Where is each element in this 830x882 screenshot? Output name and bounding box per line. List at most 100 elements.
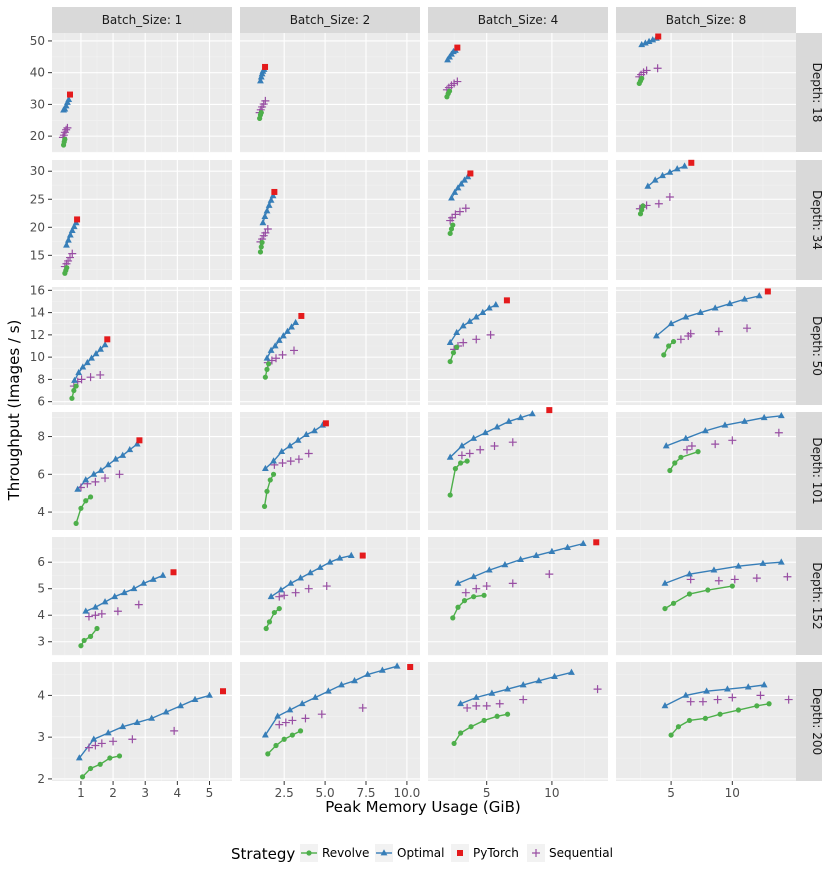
revolve-point — [686, 717, 693, 724]
sequential-point — [713, 695, 722, 704]
y-tick-label: 40 — [30, 66, 45, 80]
optimal-point — [70, 222, 78, 230]
optimal-point — [277, 586, 285, 593]
ticks-layer: 1 2 3 4 5 2.5 5.0 7.5 10.0 5 10 5 102030405015202530… — [30, 34, 740, 800]
optimal-point — [641, 39, 649, 46]
y-tick-label: 20 — [30, 129, 45, 143]
panel-depth-152-batch-8 — [616, 537, 796, 656]
optimal-point — [61, 105, 69, 112]
revolve-point — [258, 110, 264, 116]
revolve-point — [678, 454, 684, 460]
sequential-point — [280, 591, 289, 600]
panel-depth-101-batch-4 — [428, 407, 608, 530]
row-strip-depth-152 — [796, 537, 822, 655]
optimal-point — [347, 551, 355, 558]
row-strip-depth-34 — [796, 160, 822, 280]
optimal-point — [364, 670, 372, 677]
sequential-point — [774, 428, 783, 437]
legend-title: Strategy — [231, 845, 295, 863]
optimal-point — [744, 683, 752, 690]
optimal-point — [461, 176, 468, 183]
optimal-point — [548, 547, 556, 554]
row-strip-depth-101 — [796, 412, 822, 530]
panel-background — [428, 160, 608, 280]
optimal-point — [83, 358, 91, 366]
optimal-point — [481, 428, 489, 436]
revolve-point — [504, 711, 511, 717]
pytorch-point — [298, 312, 305, 319]
optimal-point — [284, 327, 291, 334]
sequential-point — [272, 354, 280, 363]
strips-layer: Batch_Size: 1 Batch_Size: 2 Batch_Size: 4 B… — [52, 7, 824, 781]
revolve-point — [468, 724, 474, 730]
revolve-series-line — [449, 460, 468, 496]
sequential-point — [128, 735, 137, 744]
revolve-point — [270, 471, 277, 477]
sequential-point — [263, 224, 272, 233]
optimal-point — [130, 584, 138, 592]
sequential-point — [97, 609, 106, 618]
sequential-point — [91, 741, 100, 750]
optimal-point — [162, 708, 170, 715]
y-tick-label: 30 — [30, 97, 45, 111]
optimal-point — [459, 322, 467, 329]
optimal-point — [269, 192, 277, 199]
revolve-point — [458, 730, 464, 736]
panel-depth-200-batch-8 — [616, 662, 796, 781]
panel-depth-152-batch-2 — [240, 537, 420, 656]
optimal-series-line — [460, 671, 572, 705]
sequential-point — [545, 570, 554, 579]
panel-background — [428, 537, 608, 655]
sequential-point — [291, 588, 300, 597]
sequential-point — [91, 477, 100, 486]
panel-background — [616, 33, 796, 152]
revolve-point — [94, 625, 100, 632]
y-tick-label: 6 — [37, 395, 45, 409]
y-tick-label: 20 — [30, 220, 45, 234]
panel-depth-34-batch-1 — [52, 160, 232, 280]
optimal-point — [101, 598, 109, 605]
revolve-point — [83, 498, 89, 504]
sequential-point — [109, 737, 118, 746]
optimal-point — [472, 693, 480, 700]
pytorch-point — [688, 159, 695, 166]
panel-depth-50-batch-1 — [52, 287, 232, 405]
sequential-point — [654, 199, 663, 208]
panel-background — [616, 160, 796, 280]
optimal-point — [288, 323, 295, 330]
column-strip-label-batch-2: Batch_Size: 2 — [290, 13, 371, 27]
optimal-point — [701, 427, 709, 434]
pytorch-point — [359, 552, 366, 559]
optimal-point — [112, 455, 120, 462]
pytorch-point — [322, 420, 329, 427]
optimal-point — [90, 735, 98, 742]
optimal-point — [279, 332, 287, 339]
revolve-point — [705, 587, 711, 593]
sequential-point — [358, 703, 367, 712]
optimal-point — [338, 681, 345, 688]
revolve-point — [494, 713, 500, 719]
optimal-point — [682, 313, 690, 320]
optimal-point — [63, 241, 70, 248]
optimal-point — [777, 558, 785, 565]
legend-label-pytorch: PyTorch — [473, 846, 519, 860]
optimal-point — [579, 539, 587, 547]
pytorch-point — [546, 407, 553, 414]
optimal-point — [697, 308, 704, 316]
optimal-point — [298, 699, 306, 707]
x-tick-label: 1 — [77, 786, 85, 800]
optimal-series-line — [664, 561, 782, 585]
panel-depth-18-batch-1 — [52, 33, 232, 153]
sequential-point — [784, 695, 793, 704]
optimal-point — [267, 196, 275, 203]
sequential-point — [459, 338, 468, 347]
optimal-point — [149, 575, 157, 582]
row-strip-label-depth-200: Depth: 200 — [810, 688, 824, 755]
x-tick-label: 5 — [206, 786, 214, 800]
optimal-point — [378, 666, 386, 673]
panel-background — [616, 537, 796, 655]
revolve-point — [262, 374, 268, 380]
optimal-point — [294, 436, 302, 443]
sequential-point — [665, 193, 674, 202]
sequential-point — [490, 441, 499, 450]
